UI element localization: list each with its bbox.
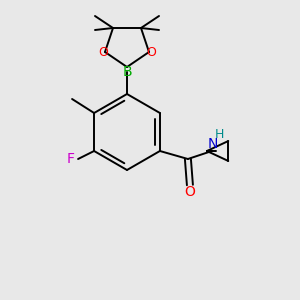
- Text: H: H: [215, 128, 225, 142]
- Text: B: B: [122, 65, 132, 79]
- Text: F: F: [67, 152, 75, 166]
- Text: O: O: [98, 46, 108, 59]
- Text: N: N: [208, 137, 218, 151]
- Text: O: O: [146, 46, 156, 59]
- Text: O: O: [184, 185, 195, 199]
